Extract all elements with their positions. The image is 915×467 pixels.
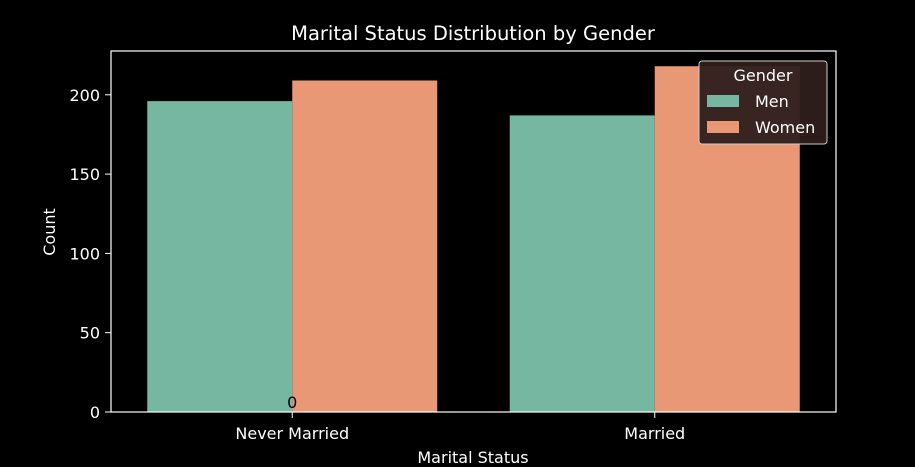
legend: Gender Men Women xyxy=(698,60,828,145)
y-tick-label: 200 xyxy=(69,86,100,105)
legend-swatch-men xyxy=(707,95,739,107)
legend-items: Men Women xyxy=(707,92,815,137)
legend-label-men: Men xyxy=(755,92,789,111)
bar-men-0 xyxy=(147,101,293,412)
bar-annotation-label: 0 xyxy=(287,393,297,412)
x-tick-label: Never Married xyxy=(235,424,349,443)
y-tick-label: 100 xyxy=(69,244,100,263)
y-tick-label: 50 xyxy=(80,324,100,343)
x-axis-label: Marital Status xyxy=(417,448,528,463)
legend-title: Gender xyxy=(734,66,793,85)
bar-men-1 xyxy=(509,115,655,413)
chart-title: Marital Status Distribution by Gender xyxy=(291,22,656,45)
y-axis: 0 50 100 150 200 xyxy=(69,86,111,422)
x-tick-label: Married xyxy=(624,424,685,443)
y-tick-label: 0 xyxy=(90,403,100,422)
plot-frame xyxy=(110,50,837,413)
legend-label-women: Women xyxy=(755,118,815,137)
y-axis-label: Count xyxy=(40,208,59,256)
bar-women-0 xyxy=(292,80,438,412)
legend-swatch-women xyxy=(707,121,739,133)
annotation-layer: 0 xyxy=(287,393,297,412)
y-tick-label: 150 xyxy=(69,165,100,184)
x-axis: Never Married Married xyxy=(235,412,685,443)
